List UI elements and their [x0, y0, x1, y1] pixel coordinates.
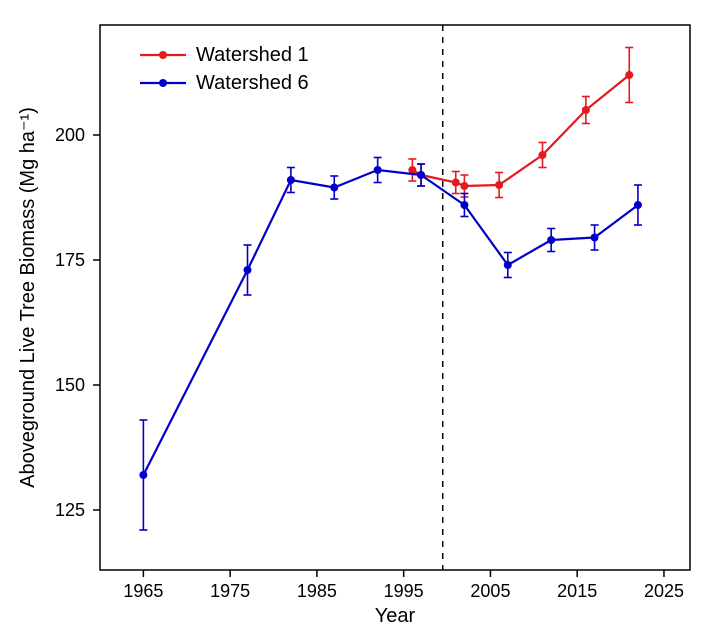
legend-label: Watershed 6 — [196, 72, 309, 94]
series-marker — [139, 471, 147, 479]
series-marker — [547, 236, 555, 244]
series-marker — [582, 106, 590, 114]
x-tick-label: 1965 — [123, 581, 163, 601]
legend-marker — [159, 51, 167, 59]
x-tick-label: 1995 — [384, 581, 424, 601]
x-tick-label: 1975 — [210, 581, 250, 601]
series-marker — [452, 179, 460, 187]
series-marker — [504, 261, 512, 269]
series-line — [412, 75, 629, 186]
plot-border — [100, 25, 690, 570]
y-tick-label: 175 — [55, 250, 85, 270]
legend-label: Watershed 1 — [196, 44, 309, 66]
series-marker — [591, 234, 599, 242]
series-marker — [495, 181, 503, 189]
legend-marker — [159, 79, 167, 87]
x-tick-label: 2025 — [644, 581, 684, 601]
series-marker — [374, 166, 382, 174]
series-marker — [634, 201, 642, 209]
y-tick-label: 200 — [55, 125, 85, 145]
y-tick-label: 125 — [55, 500, 85, 520]
series-marker — [287, 176, 295, 184]
series-marker — [244, 266, 252, 274]
series-marker — [460, 201, 468, 209]
chart-container: 1965 1975 1985 1995 2005 2015 2025 125 150 175 200… — [0, 0, 717, 640]
series-line — [143, 170, 638, 475]
series-marker — [330, 184, 338, 192]
biomass-chart: 1965 1975 1985 1995 2005 2015 2025 125 150 175 200… — [0, 0, 717, 640]
series-marker — [539, 151, 547, 159]
series-marker — [417, 171, 425, 179]
y-tick-label: 150 — [55, 375, 85, 395]
x-tick-label: 1985 — [297, 581, 337, 601]
series-marker — [460, 182, 468, 190]
series-marker — [625, 71, 633, 79]
x-axis-title: Year — [375, 605, 416, 627]
x-tick-label: 2005 — [470, 581, 510, 601]
y-axis-title: Aboveground Live Tree Biomass (Mg ha⁻¹) — [17, 107, 39, 488]
x-tick-label: 2015 — [557, 581, 597, 601]
